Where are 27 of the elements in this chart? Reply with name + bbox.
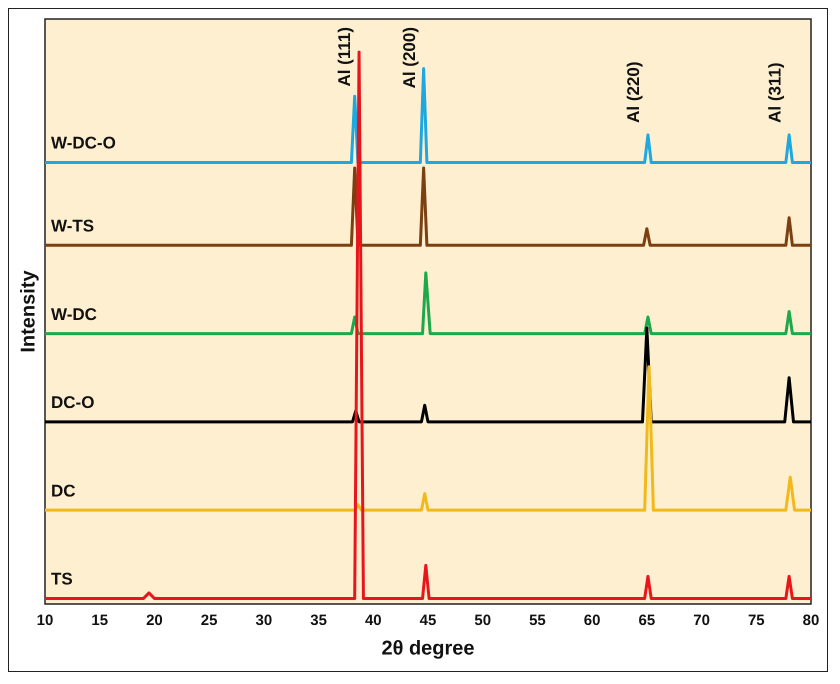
- x-tick-label: 40: [364, 612, 382, 630]
- x-tick-label: 55: [529, 612, 546, 630]
- series-label: DC: [51, 481, 76, 500]
- series-label: W-DC: [51, 304, 97, 324]
- series-label: TS: [51, 570, 73, 589]
- x-tick-label: 50: [474, 612, 492, 630]
- x-tick-label: 75: [748, 612, 765, 630]
- x-tick-label: 70: [693, 612, 710, 630]
- x-tick-label: 15: [91, 612, 108, 630]
- x-axis-title: 2θ degree: [381, 638, 475, 660]
- x-tick-label: 80: [802, 612, 820, 630]
- x-tick-label: 35: [310, 612, 327, 630]
- x-tick-label: 20: [146, 612, 163, 630]
- x-tick-label: 30: [256, 612, 272, 630]
- annotation: Al (200): [400, 27, 419, 88]
- annotation: Al (220): [624, 61, 644, 123]
- annotation: Al (311): [765, 62, 784, 123]
- y-axis-title: Intensity: [18, 270, 40, 353]
- series-label: DC-O: [51, 393, 94, 412]
- x-tick-label: 60: [584, 612, 600, 630]
- series-label: W-TS: [51, 216, 94, 236]
- annotation: Al (111): [335, 27, 354, 87]
- series-label: W-DC-O: [51, 134, 116, 153]
- x-tick-label: 45: [420, 612, 436, 630]
- x-tick-label: 10: [36, 612, 54, 630]
- x-tick-label: 65: [638, 612, 656, 630]
- x-tick-label: 25: [200, 612, 218, 630]
